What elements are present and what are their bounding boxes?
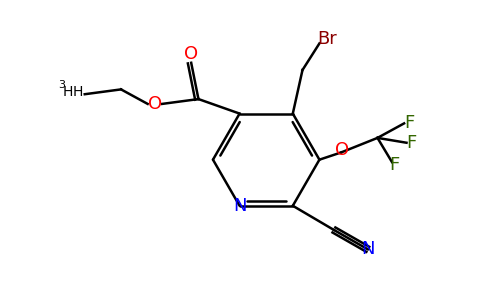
Text: F: F <box>406 134 416 152</box>
Text: O: O <box>335 141 349 159</box>
Text: Br: Br <box>317 30 336 48</box>
Text: F: F <box>404 114 414 132</box>
Text: O: O <box>148 95 162 113</box>
Text: H: H <box>72 85 83 99</box>
Text: N: N <box>361 240 375 258</box>
Text: O: O <box>184 45 198 63</box>
Text: N: N <box>233 197 246 215</box>
Text: 3: 3 <box>59 80 65 90</box>
Text: F: F <box>389 155 400 173</box>
Text: H: H <box>62 85 73 99</box>
